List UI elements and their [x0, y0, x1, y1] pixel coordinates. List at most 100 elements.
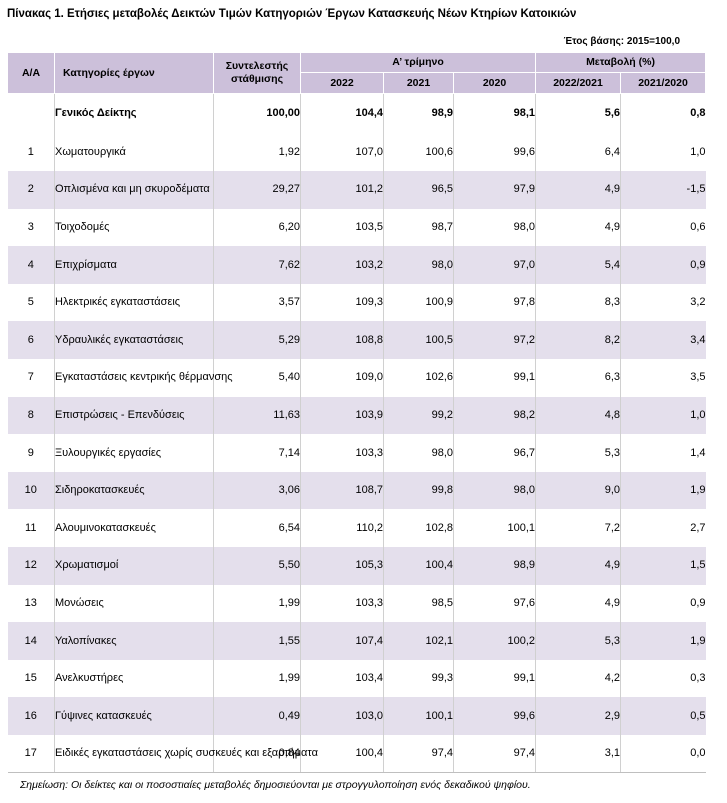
weight-value: 5,40 [213, 359, 301, 397]
index-2021-value: 102,8 [383, 509, 454, 548]
change-2021-2020-value: -1,5 [620, 171, 706, 209]
change-2021-2020-value: 1,9 [620, 622, 706, 660]
base-year-note: Έτος βάσης: 2015=100,0 [563, 36, 680, 47]
change-2022-2021-value: 4,8 [535, 396, 622, 435]
index-2020-value: 97,9 [453, 171, 537, 209]
category-name: Τοιχοδομές [54, 208, 214, 247]
index-2021-value: 98,9 [383, 93, 454, 134]
index-2022-value: 107,0 [300, 133, 384, 172]
index-2021-value: 96,5 [383, 171, 454, 209]
weight-value: 0,49 [213, 697, 301, 735]
index-2021-value: 102,6 [383, 359, 454, 397]
change-2022-2021-value: 3,1 [535, 735, 622, 774]
category-name: Οπλισμένα και μη σκυροδέματα [54, 171, 214, 209]
table-row: 17 Ειδικές εγκαταστάσεις χωρίς συσκευές … [7, 735, 706, 774]
change-2022-2021-value: 7,2 [535, 509, 622, 548]
index-2022-value: 105,3 [300, 547, 384, 585]
weight-value: 5,50 [213, 547, 301, 585]
category-name: Σιδηροκατασκευές [54, 471, 214, 510]
row-number: 6 [7, 321, 55, 360]
weight-value: 7,14 [213, 434, 301, 472]
table-row: 6 Υδραυλικές εγκαταστάσεις 5,29 108,8 10… [7, 321, 706, 360]
category-name: Γύψινες κατασκευές [54, 697, 214, 735]
row-number: 7 [7, 359, 55, 397]
index-2020-value: 98,0 [453, 208, 537, 247]
category-name: Αλουμινοκατασκευές [54, 509, 214, 548]
change-2021-2020-value: 0,3 [690, 672, 706, 685]
change-2021-2020-value: 3,2 [690, 296, 706, 309]
row-number: 3 [7, 208, 55, 247]
header-quarter-group: Α’ τρίμηνο [299, 52, 537, 73]
row-number: 13 [7, 584, 55, 623]
index-2021-value: 100,6 [383, 133, 454, 172]
change-2022-2021-value: 5,4 [535, 246, 622, 284]
index-2021-value: 98,5 [383, 584, 454, 623]
index-2020-value: 97,6 [453, 584, 537, 623]
index-2020-value: 100,1 [453, 509, 537, 548]
table-row: 9 Ξυλουργικές εργασίες 7,14 103,3 98,0 9… [7, 434, 706, 472]
category-name: Χωματουργικά [54, 133, 214, 172]
index-2020-value: 99,1 [453, 359, 537, 397]
index-2022-value: 103,0 [300, 697, 384, 735]
change-2021-2020-value: 0,6 [690, 220, 706, 233]
row-number: 8 [7, 396, 55, 435]
index-2021-value: 100,4 [383, 547, 454, 585]
table-row: 10 Σιδηροκατασκευές 3,06 108,7 99,8 98,0… [7, 471, 706, 510]
table-row: 16 Γύψινες κατασκευές 0,49 103,0 100,1 9… [7, 697, 706, 735]
category-name: Χρωματισμοί [54, 547, 214, 585]
table-row: 1 Χωματουργικά 1,92 107,0 100,6 99,6 6,4… [7, 133, 706, 172]
row-number: 12 [7, 547, 55, 585]
index-2021-value: 99,2 [383, 396, 454, 435]
change-2021-2020-value: 0,9 [690, 596, 706, 609]
index-2020-value: 99,6 [453, 697, 537, 735]
table-row: 8 Επιστρώσεις - Επενδύσεις 11,63 103,9 9… [7, 396, 706, 435]
index-2021-value: 100,5 [383, 321, 454, 360]
table-row: 13 Μονώσεις 1,99 103,3 98,5 97,6 4,9 0,9 [7, 584, 706, 623]
weight-value: 6,54 [213, 509, 301, 548]
change-2022-2021-value: 4,9 [535, 171, 622, 209]
weight-value: 1,99 [213, 584, 301, 623]
index-2021-value: 98,0 [383, 434, 454, 472]
weight-value: 1,92 [213, 133, 301, 172]
index-2020-value: 100,2 [453, 622, 537, 660]
table-row: 2 Οπλισμένα και μη σκυροδέματα 29,27 101… [7, 171, 706, 209]
table-row: 7 Εγκαταστάσεις κεντρικής θέρμανσης 5,40… [7, 359, 706, 397]
change-2021-2020-value: 3,4 [620, 321, 706, 360]
table-row: 3 Τοιχοδομές 6,20 103,5 98,7 98,0 4,9 0,… [7, 208, 706, 247]
index-2020-value: 98,0 [453, 471, 537, 510]
index-2020-value: 98,2 [453, 396, 537, 435]
row-number: 16 [7, 697, 55, 735]
header-aa: Α/Α [7, 52, 55, 94]
category-name: Μονώσεις [54, 584, 214, 623]
change-2022-2021-value: 6,4 [535, 133, 622, 172]
category-name: Υαλοπίνακες [54, 622, 214, 660]
index-2021-value: 102,1 [383, 622, 454, 660]
table-row: 15 Ανελκυστήρες 1,99 103,4 99,3 99,1 4,2… [7, 659, 706, 698]
header-change-2022-2021: 2022/2021 [535, 72, 622, 94]
change-2021-2020-value: 0,8 [690, 107, 706, 120]
weight-value: 29,27 [213, 171, 301, 209]
index-2020-value: 97,4 [453, 735, 537, 774]
index-2020-value: 99,1 [453, 659, 537, 698]
table-body: Γενικός Δείκτης 100,00 104,4 98,9 98,1 5… [7, 93, 706, 774]
category-name: Γενικός Δείκτης [54, 93, 214, 134]
table-row: 4 Επιχρίσματα 7,62 103,2 98,0 97,0 5,4 0… [7, 246, 706, 284]
index-2021-value: 98,7 [383, 208, 454, 247]
change-2022-2021-value: 5,6 [535, 93, 622, 134]
header-year-2021: 2021 [383, 72, 454, 94]
row-number: 5 [7, 283, 55, 322]
price-index-table: Α/Α Κατηγορίες έργων Συντελεστής στάθμισ… [7, 52, 707, 774]
general-index-row: Γενικός Δείκτης 100,00 104,4 98,9 98,1 5… [7, 93, 706, 134]
index-2021-value: 100,9 [383, 283, 454, 322]
table-row: 11 Αλουμινοκατασκευές 6,54 110,2 102,8 1… [7, 509, 706, 548]
weight-value: 1,99 [213, 659, 301, 698]
change-2021-2020-value: 1,0 [620, 396, 706, 435]
row-number: 15 [7, 659, 55, 698]
index-2022-value: 103,9 [300, 396, 384, 435]
weight-value: 1,55 [213, 622, 301, 660]
index-2022-value: 107,4 [300, 622, 384, 660]
index-2020-value: 97,0 [453, 246, 537, 284]
index-2022-value: 103,4 [300, 659, 384, 698]
index-2020-value: 96,7 [453, 434, 537, 472]
weight-value: 100,00 [213, 93, 301, 134]
